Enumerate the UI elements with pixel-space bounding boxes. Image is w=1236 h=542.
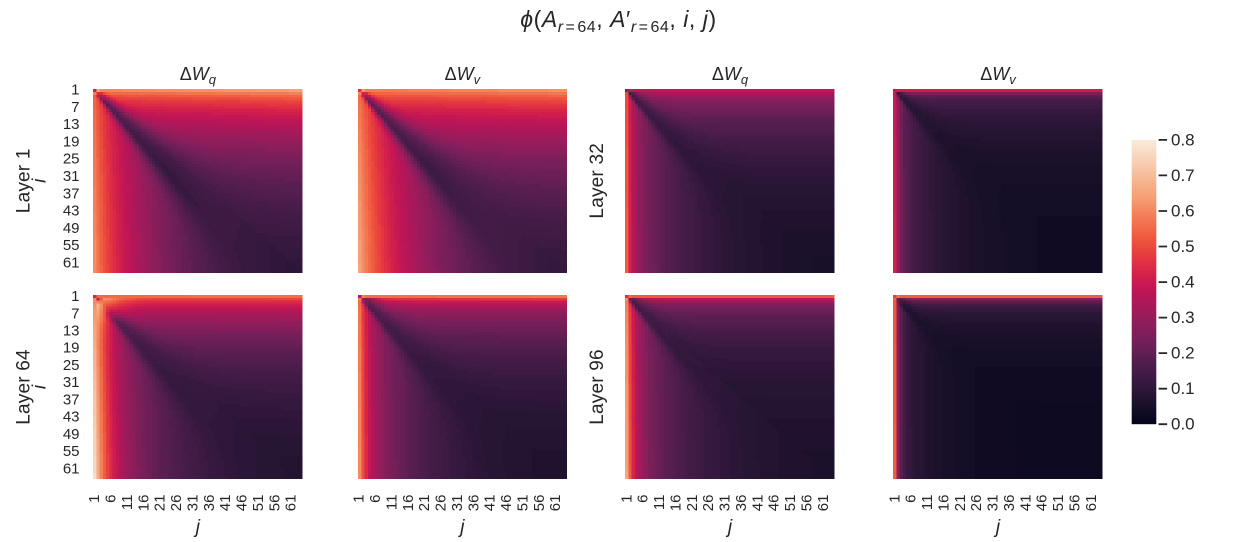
svg-text:61: 61 (1083, 495, 1100, 512)
svg-text:16: 16 (135, 495, 152, 512)
svg-text:41: 41 (482, 495, 499, 512)
svg-text:31: 31 (717, 495, 734, 512)
svg-text:51: 51 (1050, 495, 1067, 512)
svg-text:1: 1 (886, 495, 903, 503)
svg-text:26: 26 (700, 495, 717, 512)
svg-text:31: 31 (63, 168, 80, 185)
svg-text:13: 13 (63, 116, 80, 133)
svg-text:21: 21 (152, 495, 169, 512)
svg-text:0.4: 0.4 (1171, 273, 1195, 292)
svg-text:11: 11 (119, 495, 136, 511)
svg-text:36: 36 (733, 495, 750, 512)
svg-text:31: 31 (985, 495, 1002, 512)
svg-text:61: 61 (63, 460, 80, 477)
svg-text:i: i (30, 178, 51, 183)
svg-text:46: 46 (498, 495, 515, 512)
svg-text:43: 43 (63, 409, 80, 426)
svg-text:19: 19 (63, 133, 80, 150)
svg-text:6: 6 (635, 495, 652, 503)
svg-text:0.8: 0.8 (1171, 130, 1195, 149)
svg-text:41: 41 (1017, 495, 1034, 512)
svg-text:41: 41 (217, 495, 234, 512)
svg-text:46: 46 (234, 495, 251, 512)
svg-text:1: 1 (618, 495, 635, 503)
svg-text:46: 46 (1034, 495, 1051, 512)
svg-text:ΔWv: ΔWv (980, 64, 1017, 87)
svg-text:16: 16 (668, 495, 685, 512)
svg-text:Layer 1: Layer 1 (14, 148, 35, 213)
svg-text:1: 1 (86, 495, 103, 503)
svg-text:37: 37 (63, 185, 80, 202)
svg-text:61: 61 (547, 495, 564, 512)
svg-text:55: 55 (63, 443, 80, 460)
svg-text:26: 26 (168, 495, 185, 512)
svg-text:j: j (457, 517, 465, 538)
svg-text:41: 41 (749, 495, 766, 512)
svg-text:25: 25 (63, 151, 80, 168)
svg-text:21: 21 (416, 495, 433, 512)
svg-text:56: 56 (266, 495, 283, 512)
svg-text:51: 51 (250, 495, 267, 512)
svg-text:j: j (193, 517, 201, 538)
svg-text:ΔWv: ΔWv (445, 64, 482, 87)
svg-text:j: j (993, 517, 1001, 538)
svg-text:6: 6 (367, 495, 384, 503)
svg-text:j: j (725, 517, 733, 538)
svg-text:i: i (30, 384, 51, 389)
svg-text:6: 6 (103, 495, 120, 503)
svg-text:0.7: 0.7 (1171, 166, 1195, 185)
svg-text:21: 21 (684, 495, 701, 512)
svg-text:16: 16 (400, 495, 417, 512)
svg-text:36: 36 (465, 495, 482, 512)
svg-text:49: 49 (63, 426, 80, 443)
svg-text:11: 11 (919, 495, 936, 511)
svg-text:Layer 32: Layer 32 (587, 143, 608, 219)
svg-text:19: 19 (63, 340, 80, 357)
svg-text:0.0: 0.0 (1171, 415, 1195, 434)
svg-text:0.5: 0.5 (1171, 237, 1195, 256)
svg-text:11: 11 (384, 495, 401, 511)
svg-text:36: 36 (1001, 495, 1018, 512)
svg-text:0.6: 0.6 (1171, 202, 1195, 221)
svg-text:25: 25 (63, 357, 80, 374)
svg-text:0.3: 0.3 (1171, 308, 1195, 327)
svg-text:Layer 64: Layer 64 (14, 349, 35, 425)
svg-text:31: 31 (449, 495, 466, 512)
svg-text:51: 51 (515, 495, 532, 512)
svg-text:55: 55 (63, 237, 80, 254)
svg-text:37: 37 (63, 391, 80, 408)
svg-text:49: 49 (63, 220, 80, 237)
svg-text:56: 56 (799, 495, 816, 512)
svg-text:31: 31 (63, 374, 80, 391)
svg-text:0.1: 0.1 (1171, 379, 1195, 398)
svg-text:16: 16 (936, 495, 953, 512)
svg-text:11: 11 (651, 495, 668, 511)
svg-text:13: 13 (63, 323, 80, 340)
svg-text:56: 56 (1067, 495, 1084, 512)
svg-text:ϕ(Ar = 64, A′r = 64, i, j): ϕ(Ar = 64, A′r = 64, i, j) (520, 6, 716, 36)
svg-text:36: 36 (201, 495, 218, 512)
svg-text:Layer 96: Layer 96 (587, 349, 608, 425)
svg-text:1: 1 (71, 288, 79, 305)
svg-text:31: 31 (185, 495, 202, 512)
svg-text:6: 6 (903, 495, 920, 503)
svg-text:1: 1 (71, 82, 79, 99)
svg-text:61: 61 (63, 255, 80, 272)
svg-text:61: 61 (815, 495, 832, 512)
svg-text:46: 46 (766, 495, 783, 512)
svg-text:ΔWq: ΔWq (180, 64, 217, 87)
svg-text:7: 7 (71, 305, 79, 322)
svg-text:26: 26 (968, 495, 985, 512)
svg-text:ΔWq: ΔWq (712, 64, 749, 87)
svg-text:51: 51 (782, 495, 799, 512)
svg-text:21: 21 (952, 495, 969, 512)
svg-text:0.2: 0.2 (1171, 344, 1195, 363)
svg-text:7: 7 (71, 99, 79, 116)
svg-text:1: 1 (351, 495, 368, 503)
svg-text:61: 61 (283, 495, 300, 512)
svg-text:56: 56 (531, 495, 548, 512)
svg-text:43: 43 (63, 203, 80, 220)
svg-text:26: 26 (433, 495, 450, 512)
